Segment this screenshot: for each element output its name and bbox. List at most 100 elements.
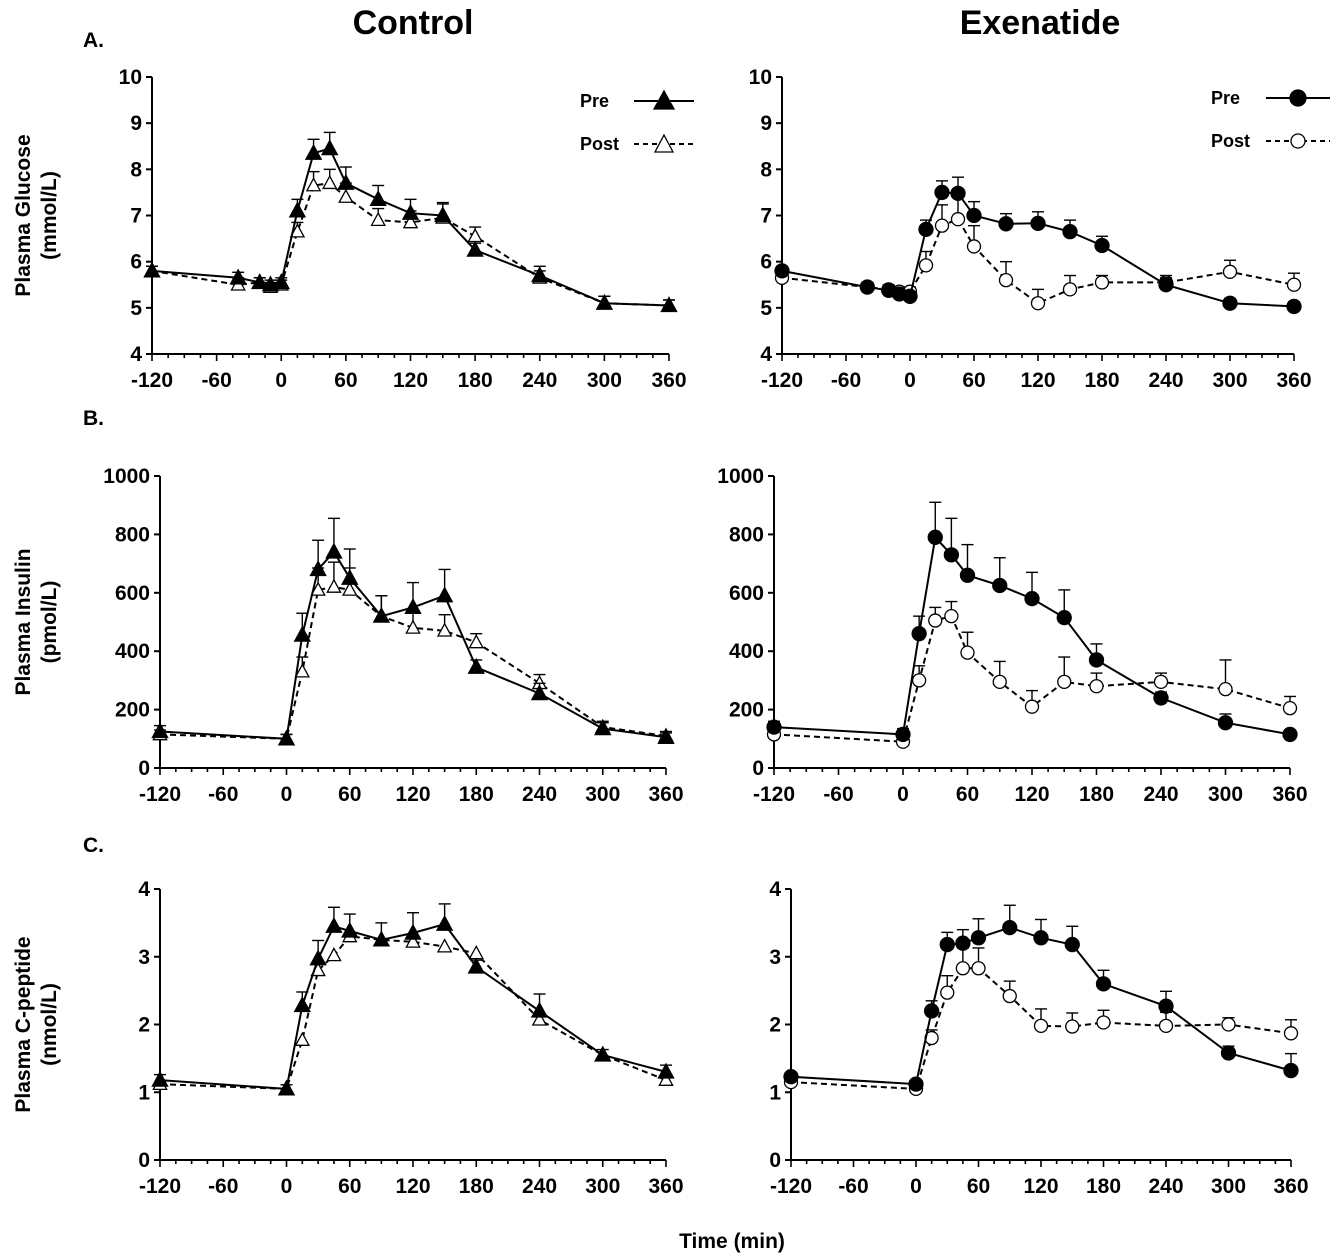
x-tick-label: -60 — [823, 783, 853, 806]
data-point-circle — [928, 613, 943, 628]
series-line — [159, 923, 667, 1090]
data-point-circle — [1222, 264, 1238, 279]
y-tick-label: 0 — [769, 1149, 781, 1172]
data-point-circle — [766, 719, 782, 735]
legend-exenatide-pre-label: Pre — [1211, 88, 1240, 108]
data-point-circle — [859, 279, 875, 295]
column-title-control: Control — [353, 4, 474, 42]
x-tick-label: 180 — [1084, 369, 1119, 392]
series-pre — [151, 517, 675, 746]
y-tick-label: 5 — [130, 297, 142, 320]
data-point-circle — [966, 239, 982, 254]
x-tick-label: -60 — [208, 783, 238, 806]
x-tick-label: 300 — [585, 1175, 620, 1198]
data-point-circle — [1002, 919, 1018, 936]
y-tick-label: 4 — [130, 343, 142, 366]
data-point-circle — [911, 626, 927, 642]
x-tick-label: 300 — [1208, 783, 1243, 806]
data-point-triangle — [372, 930, 391, 947]
y-tick-label: 1000 — [103, 465, 150, 488]
x-tick-label: 360 — [1273, 1175, 1308, 1198]
y-tick-label: 400 — [729, 640, 764, 663]
data-point-circle — [911, 673, 927, 688]
chart-insulin-control: 0 200 400 600 800 1000 -120 -60 0 60 120 180 240 300 3… — [12, 465, 684, 806]
x-axis-title: Time (min) — [679, 1230, 785, 1253]
y-tick-label: 5 — [760, 297, 772, 320]
y-axis-title: (mmol/L) — [38, 171, 61, 260]
data-point-circle — [1057, 674, 1072, 690]
data-point-circle — [1282, 700, 1298, 716]
chart-insulin-exenatide: 0 200 400 600 800 1000 -120 -60 0 60 120 180 240 300 3… — [717, 465, 1307, 806]
y-axis-title: (nmol/L) — [38, 983, 61, 1066]
data-point-circle — [902, 288, 918, 304]
data-point-triangle — [436, 622, 453, 637]
data-point-triangle — [405, 619, 421, 634]
data-point-triangle — [341, 568, 359, 585]
y-tick-label: 800 — [729, 523, 764, 546]
data-point-triangle — [530, 684, 549, 701]
y-tick-label: 10 — [119, 66, 142, 89]
data-point-circle — [1286, 277, 1302, 292]
legend-exenatide-post-label: Post — [1211, 131, 1250, 151]
x-tick-label: 60 — [338, 783, 361, 806]
y-axis-title: Plasma C-peptide — [12, 936, 35, 1112]
data-point-triangle — [435, 586, 454, 603]
x-tick-label: 0 — [281, 1175, 293, 1198]
data-point-triangle — [143, 261, 161, 278]
data-point-circle — [1217, 715, 1234, 731]
y-tick-label: 400 — [115, 640, 150, 663]
legend-exenatide: Pre Post — [1211, 88, 1330, 151]
data-point-triangle — [151, 722, 169, 739]
data-point-circle — [1033, 1018, 1049, 1034]
x-tick-label: -120 — [761, 369, 803, 392]
x-tick-label: 240 — [1143, 783, 1178, 806]
y-tick-label: 1 — [138, 1081, 150, 1104]
x-tick-label: 60 — [962, 369, 985, 392]
data-point-triangle — [369, 189, 387, 206]
data-point-circle — [1033, 930, 1049, 946]
data-point-circle — [950, 212, 966, 227]
y-tick-label: 0 — [138, 1149, 150, 1172]
data-point-circle — [944, 609, 959, 624]
x-tick-label: -120 — [139, 783, 181, 806]
data-point-triangle — [467, 227, 483, 243]
x-tick-label: 0 — [897, 783, 909, 806]
series-post — [783, 947, 1299, 1097]
data-point-triangle — [530, 1001, 549, 1018]
x-tick-label: 120 — [1023, 1175, 1058, 1198]
legend-control-post-marker — [653, 133, 675, 153]
x-tick-label: 120 — [395, 783, 430, 806]
data-point-circle — [934, 184, 950, 201]
x-tick-label: 0 — [275, 369, 287, 392]
x-tick-label: -60 — [201, 369, 231, 392]
panel-letter-b: B. — [83, 407, 104, 430]
legend-exenatide-post-marker — [1290, 133, 1306, 149]
y-tick-label: 7 — [130, 205, 142, 228]
legend-control: Pre Post — [580, 89, 694, 154]
chart-glucose-control: 4 5 6 7 8 9 10 -120 -60 0 60 120 180 240 300 360 Plasma … — [12, 66, 687, 392]
data-point-circle — [1218, 682, 1233, 697]
data-point-circle — [1096, 1015, 1111, 1030]
data-point-circle — [1030, 215, 1046, 231]
x-tick-label: 60 — [338, 1175, 361, 1198]
y-tick-label: 6 — [760, 251, 772, 274]
data-point-circle — [992, 674, 1007, 690]
data-point-circle — [1088, 652, 1105, 668]
data-point-circle — [959, 567, 976, 583]
y-tick-label: 2 — [769, 1014, 781, 1037]
data-point-triangle — [309, 949, 327, 966]
data-point-triangle — [595, 293, 614, 310]
data-point-circle — [1089, 679, 1104, 694]
data-point-triangle — [404, 923, 422, 940]
data-point-triangle — [531, 266, 549, 283]
data-point-triangle — [531, 1011, 548, 1026]
data-point-circle — [1065, 1019, 1080, 1034]
y-tick-label: 10 — [749, 66, 772, 89]
x-tick-label: 180 — [458, 369, 493, 392]
y-tick-label: 8 — [760, 158, 772, 181]
data-point-circle — [1024, 590, 1040, 607]
series-pre — [151, 903, 675, 1096]
data-point-triangle — [326, 578, 342, 593]
legend-control-pre-label: Pre — [580, 91, 609, 111]
data-point-triangle — [321, 139, 339, 156]
